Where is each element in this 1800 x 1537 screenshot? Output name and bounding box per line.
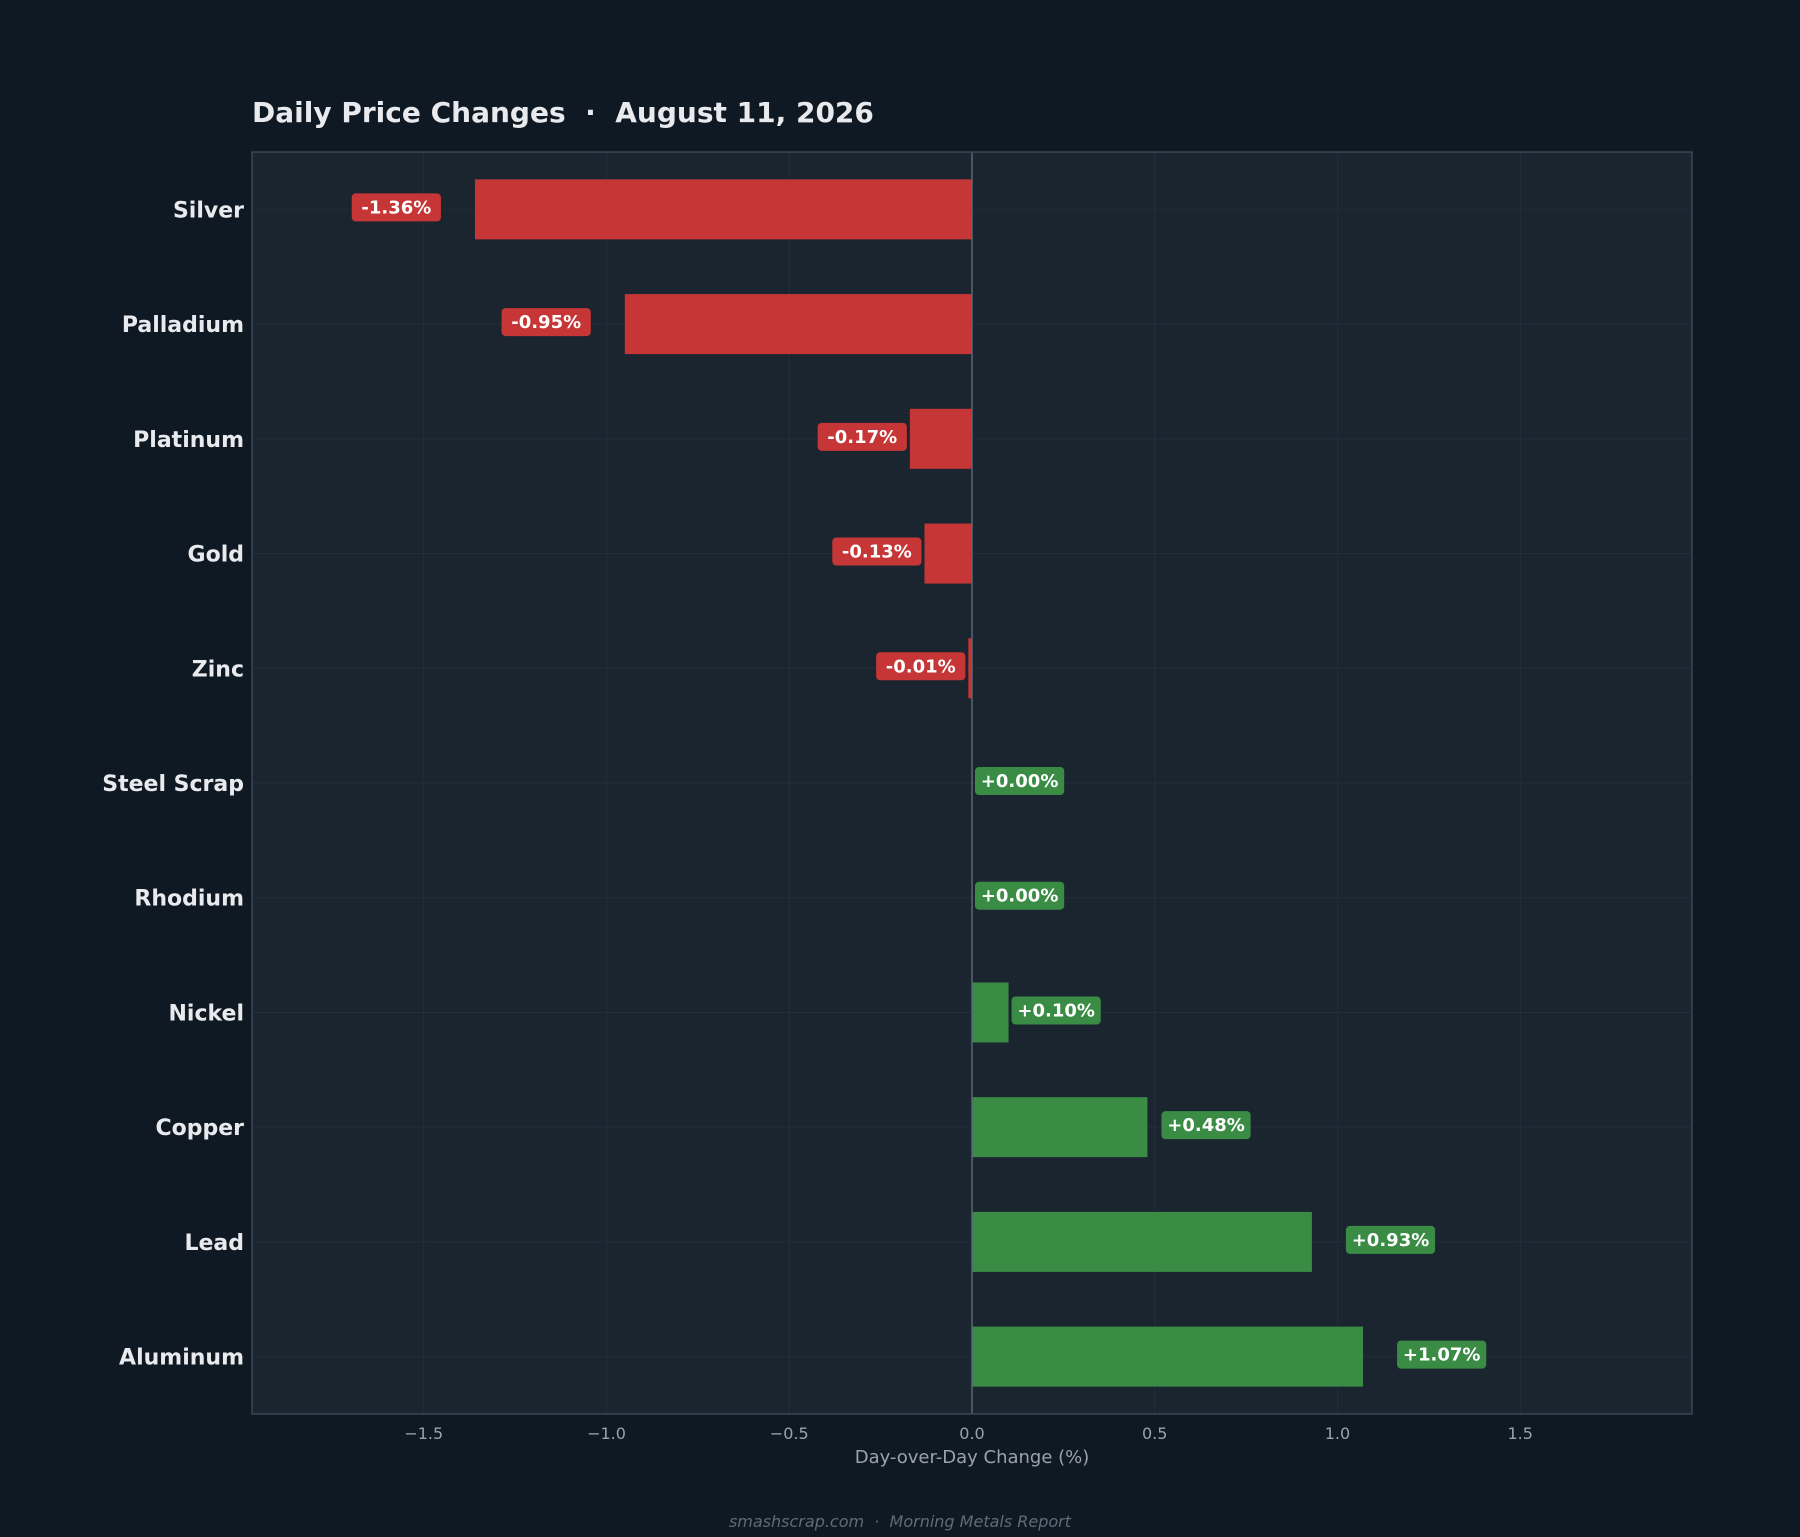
value-label-badge (832, 537, 922, 566)
category-label-silver: Silver (173, 198, 244, 223)
x-tick-label: 0.0 (959, 1424, 984, 1443)
value-label-badge (351, 193, 441, 222)
value-label-badge (1161, 1111, 1251, 1140)
category-label-platinum: Platinum (133, 428, 244, 453)
value-label-badge (876, 652, 966, 681)
category-label-palladium: Palladium (122, 313, 244, 338)
chart-title: Daily Price Changes · August 11, 2026 (252, 96, 874, 129)
value-label-platinum: -0.17% (817, 422, 907, 451)
category-label-zinc: Zinc (192, 657, 244, 682)
x-tick-label: −0.5 (770, 1424, 809, 1443)
bar-silver (474, 179, 972, 240)
bar-gold (924, 523, 972, 584)
value-label-text: +1.07% (1403, 1345, 1481, 1366)
value-label-gold: -0.13% (832, 537, 922, 566)
value-label-rhodium: +0.00% (975, 881, 1065, 910)
value-label-text: +0.93% (1352, 1230, 1430, 1251)
value-label-text: +0.10% (1017, 1000, 1095, 1021)
x-tick-labels: −1.5 −1.0 −0.5 0.0 0.5 1.0 1.5 (404, 1424, 1533, 1443)
bar-platinum (909, 408, 972, 469)
value-label-text: -0.17% (827, 427, 897, 448)
footer-source: smashscrap.com · Morning Metals Report (729, 1512, 1072, 1531)
category-label-gold: Gold (188, 543, 244, 568)
bar-lead (972, 1211, 1312, 1272)
category-label-aluminum: Aluminum (119, 1346, 244, 1371)
value-label-text: -0.01% (886, 656, 956, 677)
x-tick-label: 1.5 (1507, 1424, 1532, 1443)
value-label-zinc: -0.01% (876, 652, 966, 681)
x-tick-label: −1.0 (587, 1424, 626, 1443)
bar-zinc (968, 638, 972, 699)
value-labels: -1.36% -0.95% -0.17% -0.13% -0.01% +0.00% +0.0… (351, 193, 1487, 1369)
x-tick-label: 0.5 (1142, 1424, 1167, 1443)
category-label-steel-scrap: Steel Scrap (102, 772, 244, 797)
value-label-nickel: +0.10% (1011, 996, 1101, 1025)
value-label-lead: +0.93% (1345, 1225, 1436, 1254)
value-label-text: +0.00% (981, 771, 1059, 792)
value-label-text: -0.95% (511, 312, 581, 333)
category-label-rhodium: Rhodium (134, 887, 244, 912)
value-label-text: +0.00% (981, 886, 1059, 907)
bar-palladium (624, 294, 972, 355)
value-label-badge (1011, 996, 1101, 1025)
value-label-palladium: -0.95% (501, 308, 591, 337)
plot-frame (251, 151, 1693, 1415)
value-label-text: -1.36% (361, 197, 431, 218)
value-label-badge (501, 308, 591, 337)
bar-aluminum (972, 1326, 1364, 1387)
x-tick-label: −1.5 (404, 1424, 443, 1443)
x-axis-title: Day-over-Day Change (%) (855, 1447, 1090, 1468)
value-label-copper: +0.48% (1161, 1111, 1251, 1140)
value-label-steel-scrap: +0.00% (975, 767, 1065, 795)
value-label-badge (817, 422, 907, 451)
bars (474, 179, 1364, 1387)
bar-copper (972, 1097, 1148, 1158)
category-label-lead: Lead (184, 1231, 244, 1256)
value-label-aluminum: +1.07% (1397, 1340, 1487, 1369)
value-label-text: -0.13% (842, 542, 912, 563)
x-tick-label: 1.0 (1325, 1424, 1350, 1443)
value-label-badge (1397, 1340, 1487, 1369)
value-label-badge (1345, 1225, 1436, 1254)
value-label-text: +0.48% (1167, 1115, 1245, 1136)
category-label-nickel: Nickel (169, 1001, 245, 1026)
category-label-copper: Copper (155, 1116, 244, 1141)
bar-nickel (972, 982, 1009, 1043)
value-label-badge (975, 767, 1065, 795)
value-label-silver: -1.36% (351, 193, 441, 222)
category-labels: Silver Palladium Platinum Gold Zinc Steel Scr… (102, 198, 244, 1370)
value-label-badge (975, 881, 1065, 910)
